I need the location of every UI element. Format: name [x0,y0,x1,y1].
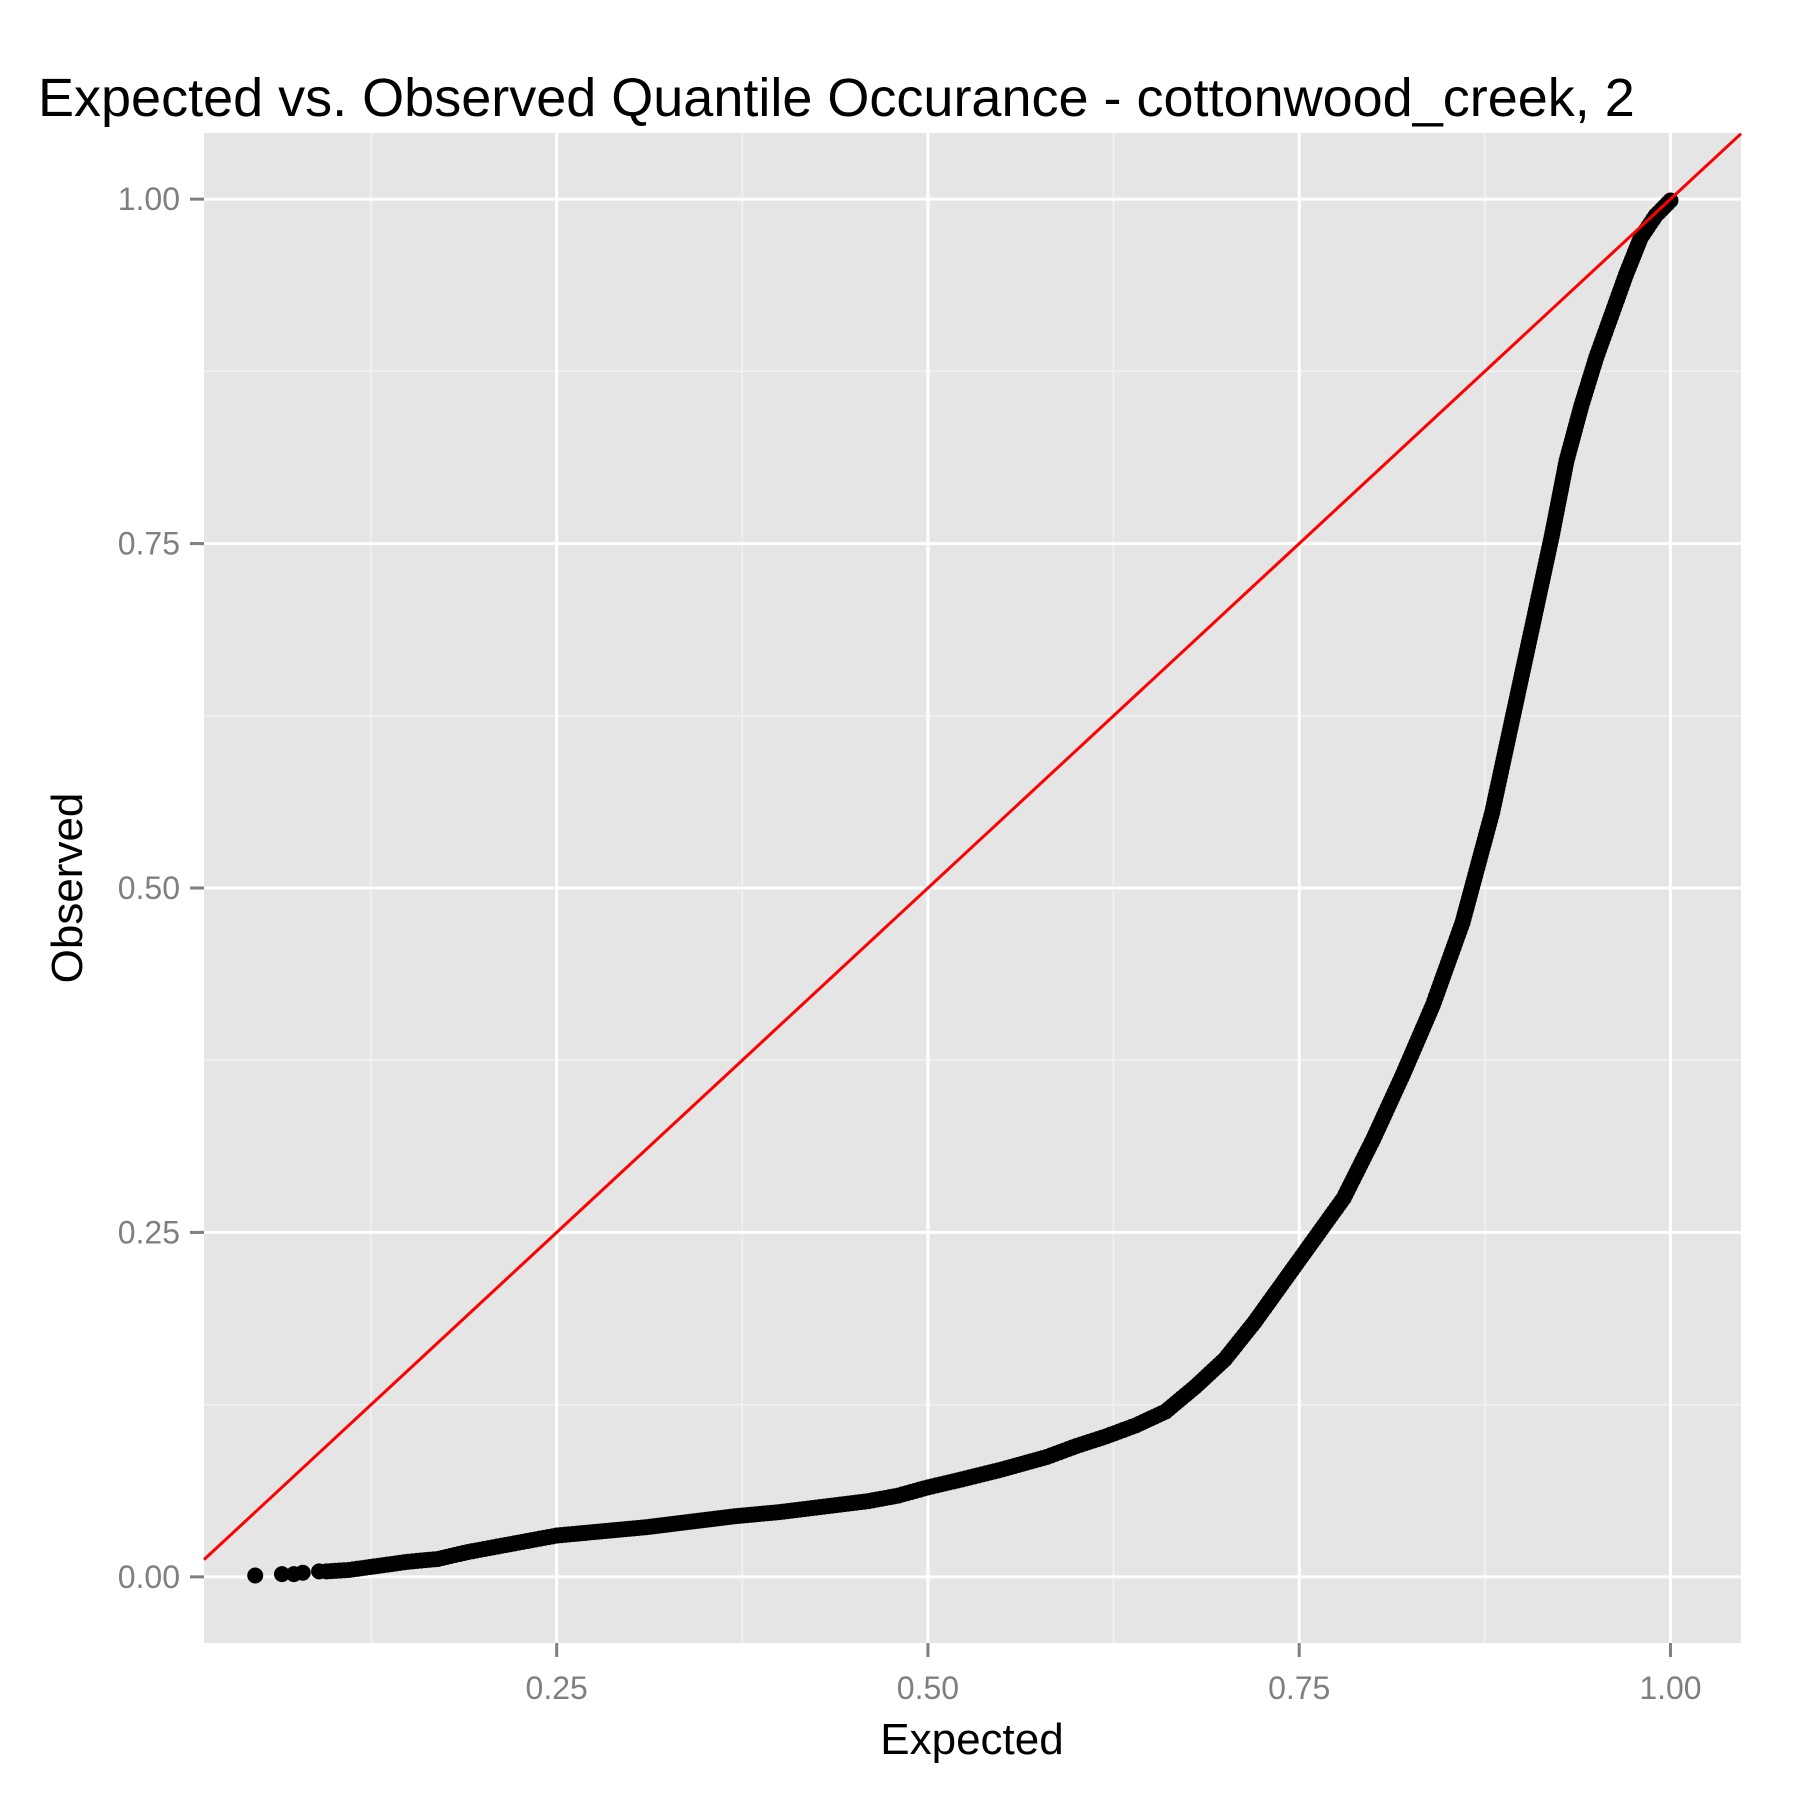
data-points [247,192,1679,1584]
y-tick-label: 0.00 [118,1559,180,1595]
x-tick-label: 1.00 [1639,1670,1701,1706]
y-axis-title: Observed [43,793,92,984]
data-point [294,1564,311,1581]
y-tick-label: 0.75 [118,526,180,562]
data-point [247,1567,264,1584]
y-tick-label: 0.50 [118,870,180,906]
y-tick-label: 0.25 [118,1214,180,1250]
data-point [273,1566,290,1583]
x-tick-label: 0.50 [897,1670,959,1706]
chart-title: Expected vs. Observed Quantile Occurance… [38,68,1635,128]
y-tick-label: 1.00 [118,181,180,217]
reference-line [202,132,1743,1561]
x-axis: 0.25 0.50 0.75 1.00 [526,1643,1702,1706]
y-axis: 0.00 0.25 0.50 0.75 1.00 [118,181,204,1595]
x-tick-label: 0.25 [526,1670,588,1706]
x-axis-title: Expected [880,1715,1063,1764]
x-tick-label: 0.75 [1268,1670,1330,1706]
